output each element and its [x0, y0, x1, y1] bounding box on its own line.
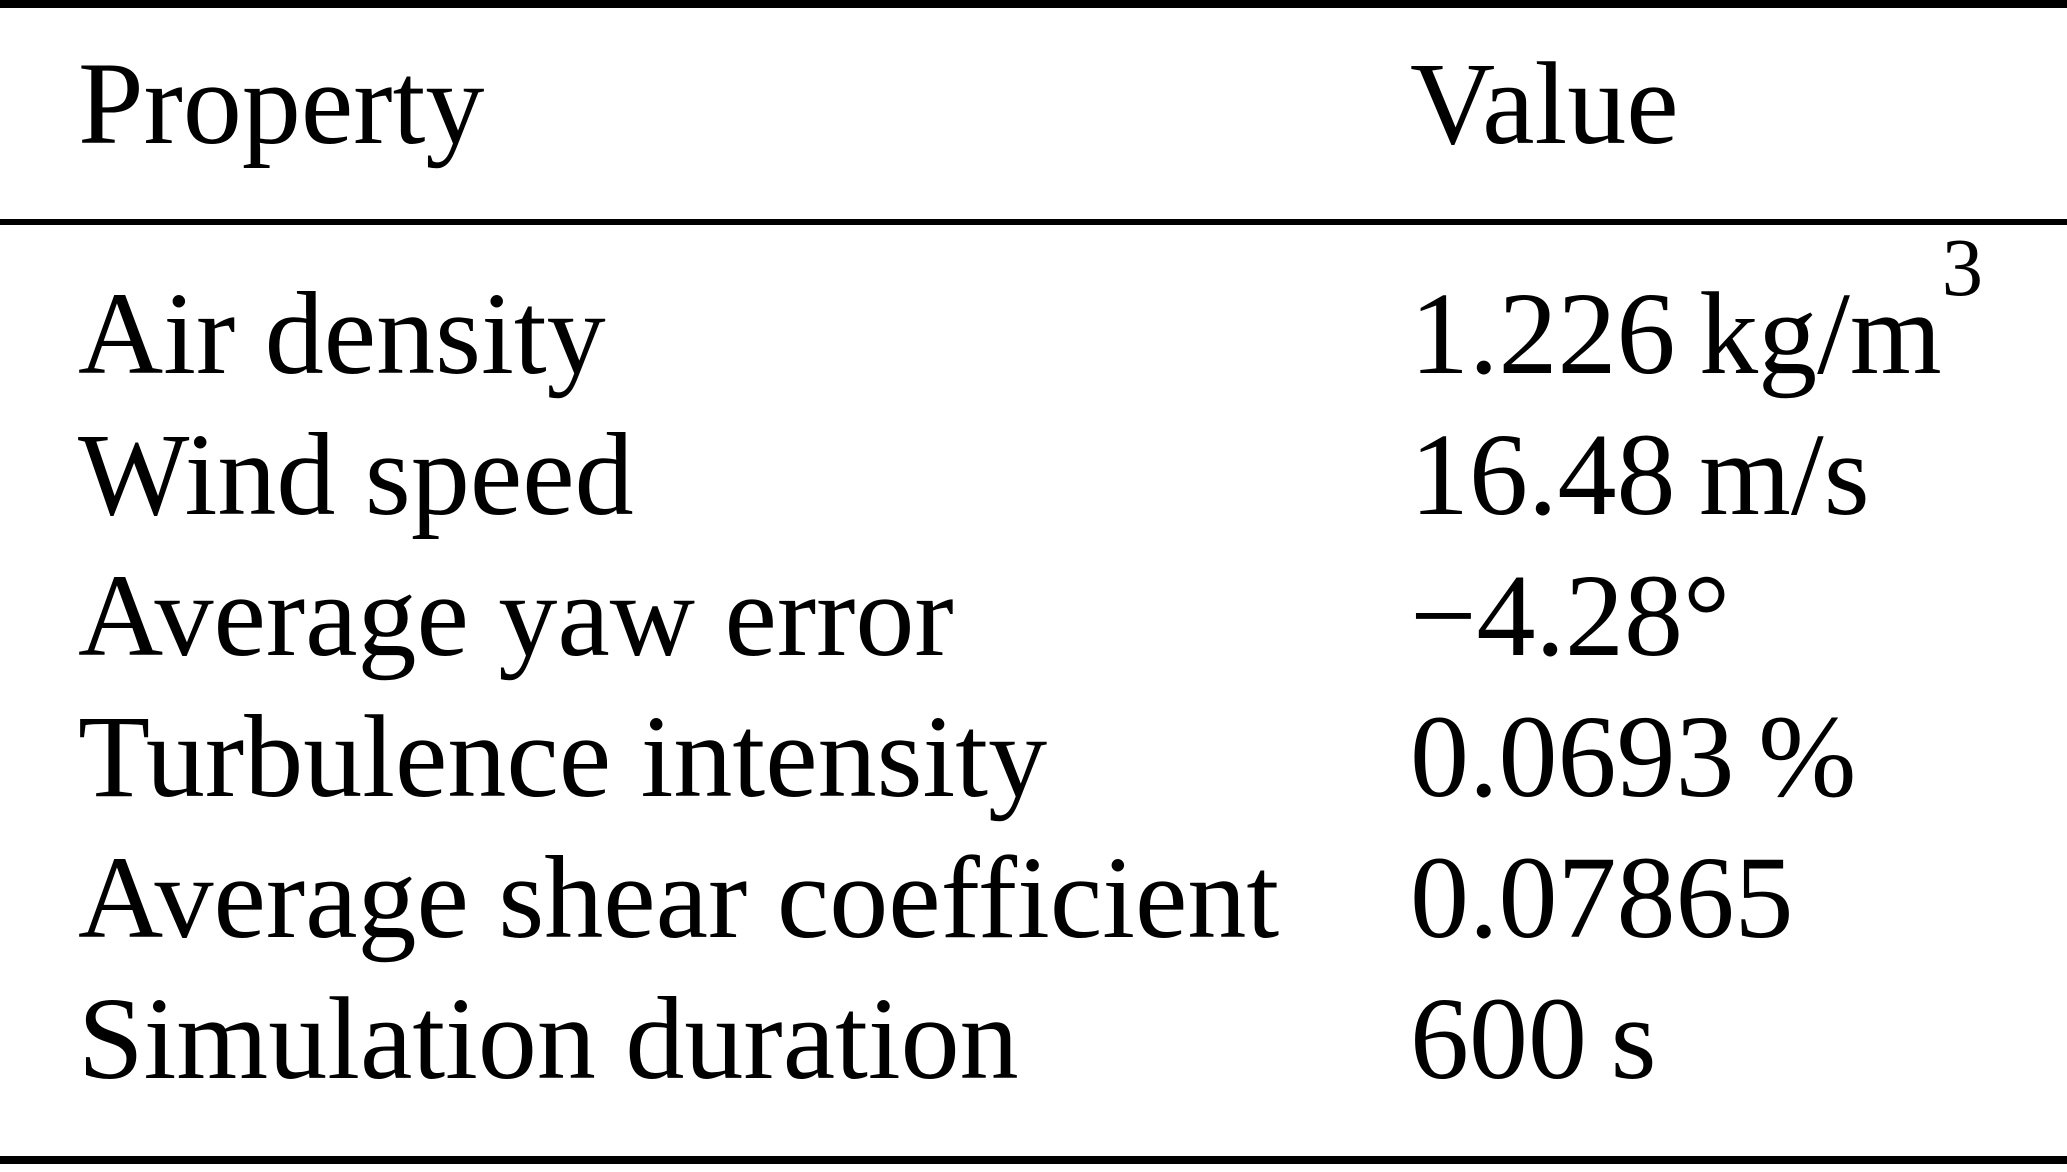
- row-value-superscript: 3: [1941, 220, 1983, 313]
- table-mid-rule: [0, 219, 2067, 225]
- row-value-text: 16.48 m/s: [1410, 409, 1870, 540]
- table-row: Wind speed 16.48 m/s: [0, 404, 2067, 545]
- row-property-label: Simulation duration: [78, 973, 1019, 1104]
- row-value: −4.28°: [1410, 545, 1730, 686]
- row-property-label: Average yaw error: [78, 550, 954, 681]
- row-value: 0.07865: [1410, 827, 1794, 968]
- row-value: 16.48 m/s: [1410, 404, 1870, 545]
- table-body: Air density 1.226 kg/m3 Wind speed 16.48…: [0, 225, 2067, 1109]
- table-row: Average shear coefficient 0.07865: [0, 827, 2067, 968]
- header-value: Value: [1410, 38, 1679, 169]
- table-row: Air density 1.226 kg/m3: [0, 225, 2067, 404]
- table-top-rule: [0, 0, 2067, 8]
- row-value-text: 0.0693 %: [1410, 691, 1857, 822]
- row-value: 1.226 kg/m3: [1410, 225, 1983, 404]
- row-property-label: Air density: [78, 268, 606, 399]
- table-bottom-rule: [0, 1156, 2067, 1164]
- row-value: 600 s: [1410, 968, 1657, 1109]
- row-value-text: 600 s: [1410, 973, 1657, 1104]
- row-value: 0.0693 %: [1410, 686, 1856, 827]
- header-property: Property: [78, 38, 485, 169]
- row-value-text: 1.226 kg/m: [1410, 268, 1942, 399]
- row-value-text: 0.07865: [1410, 832, 1794, 963]
- table-header-row: Property Value: [0, 33, 2067, 174]
- row-property-label: Average shear coefficient: [78, 832, 1280, 963]
- table-row: Simulation duration 600 s: [0, 968, 2067, 1109]
- table-row: Turbulence intensity 0.0693 %: [0, 686, 2067, 827]
- row-property-label: Turbulence intensity: [78, 691, 1048, 822]
- table-row: Average yaw error −4.28°: [0, 545, 2067, 686]
- row-property-label: Wind speed: [78, 409, 634, 540]
- row-value-text: −4.28°: [1410, 550, 1731, 681]
